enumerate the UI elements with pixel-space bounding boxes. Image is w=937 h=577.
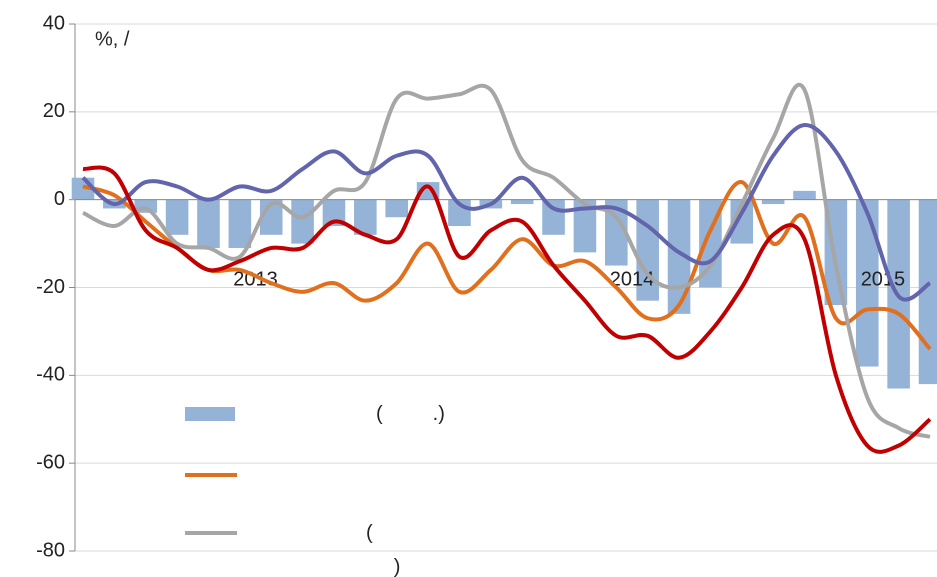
y-tick-label: -80 (36, 539, 65, 561)
bar (573, 199, 597, 253)
bar (385, 199, 408, 218)
bar (510, 199, 534, 205)
x-tick-label: 2013 (233, 268, 278, 290)
bar (761, 199, 785, 205)
y-tick-label: 0 (54, 188, 65, 210)
line (82, 165, 932, 454)
bar (291, 199, 314, 244)
x-tick-label: 2014 (610, 268, 655, 290)
legend-swatch (185, 407, 235, 421)
bar (165, 199, 189, 235)
y-tick-label: -20 (36, 276, 65, 298)
x-tick-label: 2015 (861, 268, 906, 290)
bar (605, 199, 628, 266)
bar (322, 199, 346, 227)
bar (354, 199, 377, 235)
line (82, 82, 931, 439)
bar (793, 190, 816, 200)
bar (197, 199, 220, 248)
bar (855, 199, 879, 367)
bar (636, 199, 659, 301)
bar (542, 199, 565, 235)
bar (228, 199, 252, 248)
y-tick-label: -60 (36, 451, 65, 473)
legend-label: ( ) (366, 522, 401, 577)
bar (730, 199, 754, 244)
line (82, 180, 932, 351)
y-tick-label: 40 (43, 12, 65, 34)
legend-label: ( .) (376, 403, 445, 425)
line (81, 123, 932, 302)
y-tick-label: -40 (36, 364, 65, 386)
y-tick-label: 20 (43, 100, 65, 122)
chart-title: %, / (95, 28, 130, 50)
